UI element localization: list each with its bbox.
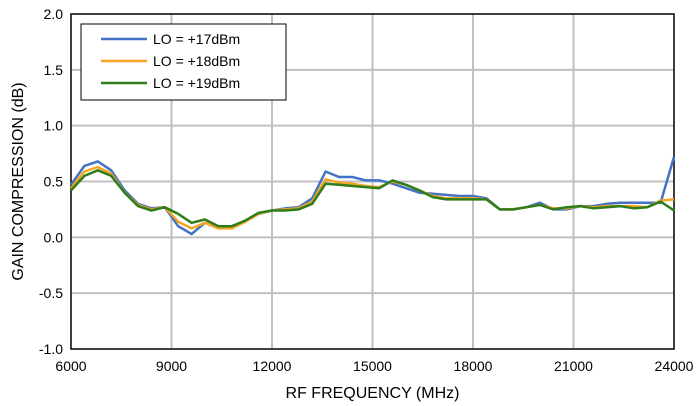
y-tick-label: 0.0 [44, 229, 64, 245]
series-lines [69, 156, 676, 236]
x-tick-label: 15000 [353, 358, 392, 374]
y-axis-ticks: -1.0 -0.5 0.0 0.5 1.0 1.5 2.0 [39, 6, 63, 357]
plot-area [70, 13, 675, 350]
x-tick-label: 9000 [156, 358, 187, 374]
x-axis-ticks: 6000 9000 12000 15000 18000 21000 24000 [55, 358, 693, 374]
y-tick-label: 1.5 [44, 62, 64, 78]
legend-label-1: LO = +17dBm [153, 31, 240, 47]
x-tick-label: 12000 [253, 358, 292, 374]
x-axis-title: RF FREQUENCY (MHz) [286, 385, 460, 402]
y-tick-label: -1.0 [39, 341, 63, 357]
legend: LO = +17dBm LO = +18dBm LO = +19dBm [80, 23, 287, 101]
x-tick-label: 24000 [655, 358, 694, 374]
series-line-3 [70, 169, 675, 228]
y-axis-title: GAIN COMPRESSION (dB) [10, 82, 27, 280]
y-tick-label: -0.5 [39, 285, 63, 301]
legend-label-2: LO = +18dBm [153, 53, 240, 69]
y-tick-label: 2.0 [44, 6, 64, 22]
y-tick-label: 1.0 [44, 118, 64, 134]
legend-label-3: LO = +19dBm [153, 75, 240, 91]
x-tick-label: 18000 [454, 358, 493, 374]
y-tick-label: 0.5 [44, 174, 64, 190]
x-tick-label: 21000 [554, 358, 593, 374]
x-tick-label: 6000 [55, 358, 86, 374]
